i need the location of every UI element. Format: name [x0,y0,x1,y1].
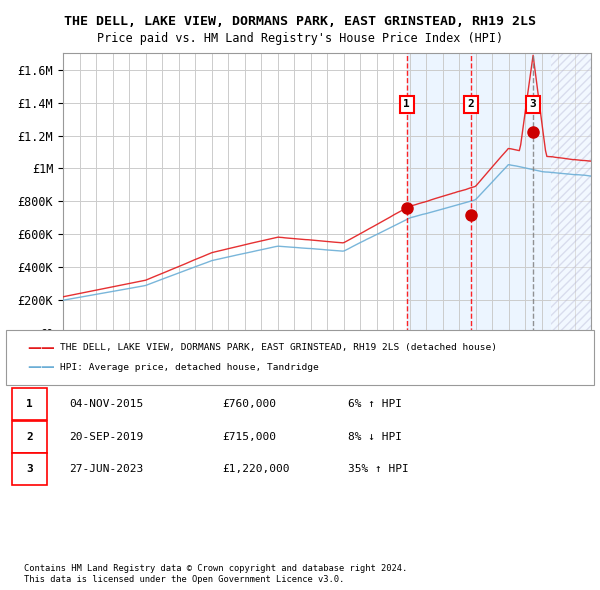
Text: 2: 2 [467,99,474,109]
Text: THE DELL, LAKE VIEW, DORMANS PARK, EAST GRINSTEAD, RH19 2LS (detached house): THE DELL, LAKE VIEW, DORMANS PARK, EAST … [60,343,497,352]
Text: 27-JUN-2023: 27-JUN-2023 [69,464,143,474]
Text: Contains HM Land Registry data © Crown copyright and database right 2024.: Contains HM Land Registry data © Crown c… [24,565,407,573]
Text: 3: 3 [26,464,33,474]
Polygon shape [551,53,591,333]
Text: £760,000: £760,000 [222,399,276,409]
Text: This data is licensed under the Open Government Licence v3.0.: This data is licensed under the Open Gov… [24,575,344,584]
Text: ——: —— [27,360,55,374]
Bar [407,53,591,333]
Text: 6% ↑ HPI: 6% ↑ HPI [348,399,402,409]
Text: £1,220,000: £1,220,000 [222,464,290,474]
Text: 2: 2 [26,432,33,441]
Text: 1: 1 [403,99,410,109]
Text: HPI: Average price, detached house, Tandridge: HPI: Average price, detached house, Tand… [60,363,319,372]
Text: £715,000: £715,000 [222,432,276,441]
Text: 20-SEP-2019: 20-SEP-2019 [69,432,143,441]
Text: 35% ↑ HPI: 35% ↑ HPI [348,464,409,474]
Text: 8% ↓ HPI: 8% ↓ HPI [348,432,402,441]
Text: Price paid vs. HM Land Registry's House Price Index (HPI): Price paid vs. HM Land Registry's House … [97,32,503,45]
Text: 3: 3 [530,99,536,109]
Text: ——: —— [27,341,55,355]
Text: THE DELL, LAKE VIEW, DORMANS PARK, EAST GRINSTEAD, RH19 2LS: THE DELL, LAKE VIEW, DORMANS PARK, EAST … [64,15,536,28]
Text: 1: 1 [26,399,33,409]
Text: 04-NOV-2015: 04-NOV-2015 [69,399,143,409]
